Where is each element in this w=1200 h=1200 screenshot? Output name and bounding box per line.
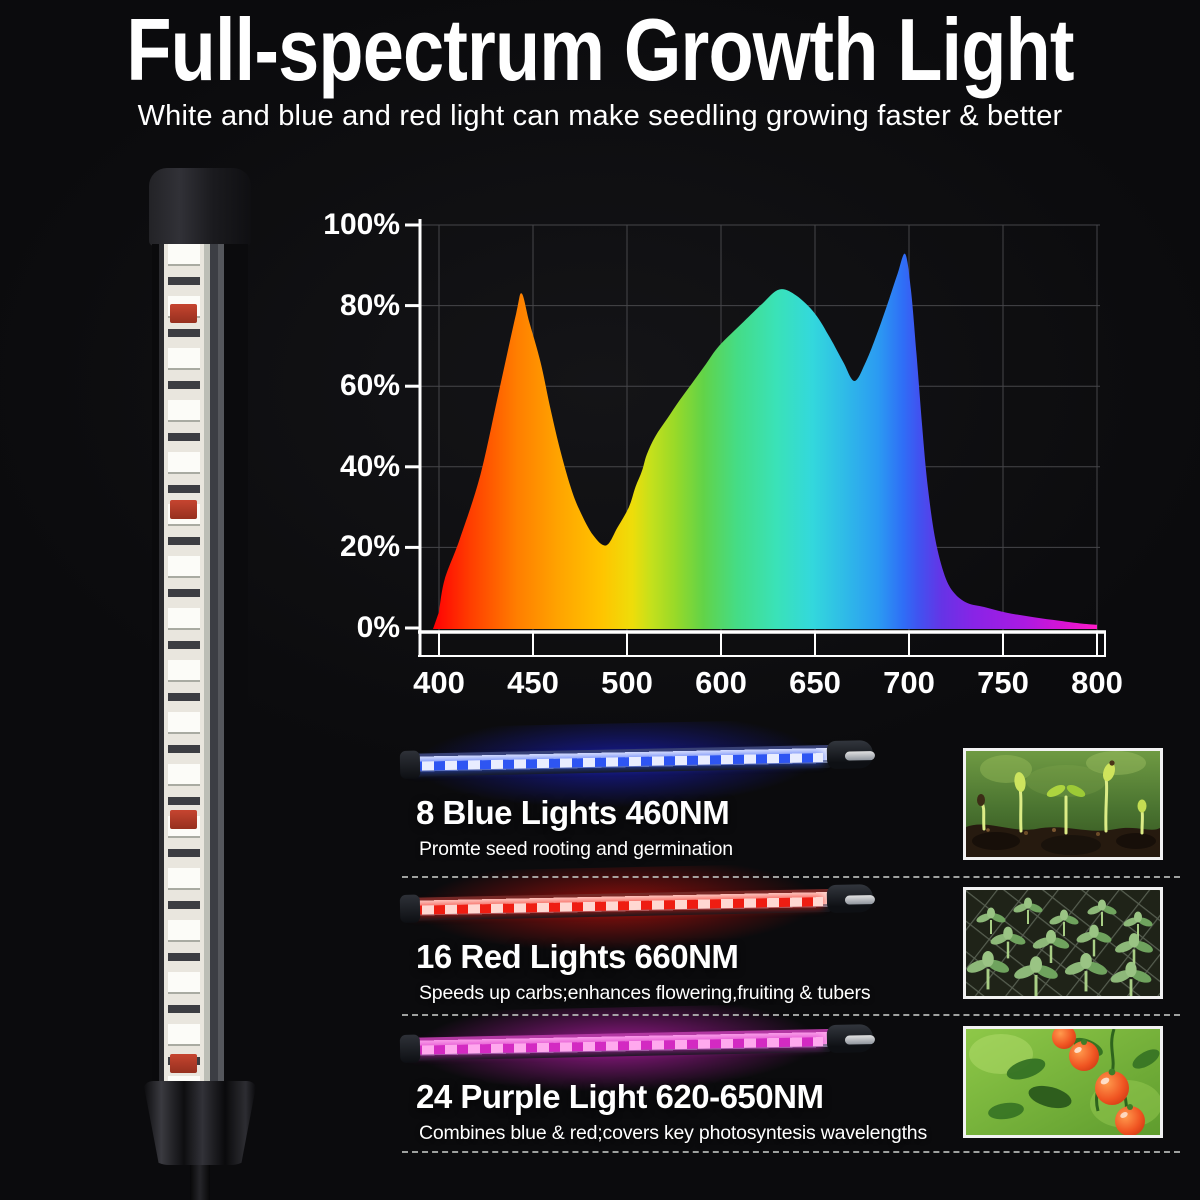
x-tick-label: 650: [789, 665, 841, 700]
tomatoes-illustration: [966, 1029, 1160, 1135]
chart-axes: [405, 219, 1106, 657]
y-tick-label: 100%: [323, 208, 400, 241]
y-tick-label: 60%: [339, 369, 400, 403]
tube-top-cap: [149, 168, 251, 246]
bar-left-cap: [399, 894, 421, 923]
feature-section-blue: 8 Blue Lights 460NM Promte seed rooting …: [0, 717, 1200, 884]
bar-left-cap: [399, 750, 421, 779]
dashed-divider: [402, 1014, 1180, 1016]
y-tick-label: 80%: [339, 288, 400, 322]
spectrum-chart: 100% 80% 60% 40% 20% 0% 400 450 500 600 650 700 750 8…: [300, 195, 1140, 725]
dashed-divider: [402, 876, 1180, 878]
dashed-divider: [402, 1151, 1180, 1153]
blue-light-bar: [367, 717, 911, 884]
red-led-chip: [170, 304, 197, 323]
y-tick-label: 40%: [339, 449, 400, 483]
y-tick-label: 0%: [356, 611, 400, 644]
tube-led-strip: [168, 244, 200, 1084]
cherry-tomatoes-photo: [963, 1026, 1163, 1138]
bar-left-cap: [399, 1034, 421, 1063]
page-title: Full-spectrum Growth Light: [126, 0, 1074, 99]
seedlings-illustration: [966, 751, 1160, 857]
x-tick-label: 800: [1071, 665, 1123, 700]
seedling-tray-illustration: [966, 890, 1160, 996]
seedlings-sprouting-photo: [963, 748, 1163, 860]
section-description: Combines blue & red;covers key photosynt…: [419, 1122, 927, 1144]
y-tick-label: 20%: [339, 530, 400, 564]
section-heading: 24 Purple Light 620-650NM: [416, 1078, 824, 1115]
spectrum-plot: [405, 219, 1106, 657]
bar-mount-tab: [844, 1035, 876, 1045]
section-description: Promte seed rooting and germination: [419, 838, 733, 860]
purple-light-bar: [367, 1001, 911, 1168]
bar-mount-tab: [844, 895, 876, 905]
bar-led-chips: [410, 1037, 824, 1055]
power-cable: [190, 1165, 210, 1200]
feature-section-red: 16 Red Lights 660NM Speeds up carbs;enha…: [0, 861, 1200, 1028]
x-tick-label: 400: [413, 665, 465, 700]
page-subtitle: White and blue and red light can make se…: [137, 100, 1063, 132]
bar-led-chips: [410, 897, 824, 915]
section-heading: 16 Red Lights 660NM: [416, 938, 739, 975]
feature-section-purple: 24 Purple Light 620-650NM Combines blue …: [0, 1001, 1200, 1168]
x-tick-label: 750: [977, 665, 1029, 700]
x-tick-label: 500: [601, 665, 653, 700]
red-led-chip: [170, 500, 197, 519]
section-description: Speeds up carbs;enhances flowering,fruit…: [419, 982, 871, 1004]
tube-body: [152, 244, 248, 1084]
red-light-bar: [367, 861, 911, 1028]
seedling-tray-photo: [963, 887, 1163, 999]
red-led-chip: [170, 810, 197, 829]
bar-mount-tab: [844, 751, 876, 761]
section-heading: 8 Blue Lights 460NM: [416, 794, 730, 831]
spectrum-area: [433, 253, 1097, 630]
x-tick-label: 450: [507, 665, 559, 700]
bar-led-chips: [410, 753, 824, 771]
x-tick-label: 600: [695, 665, 747, 700]
led-tube-product: [142, 168, 258, 1200]
red-led-chip: [170, 1054, 197, 1073]
tube-bottom-cap: [143, 1081, 257, 1165]
x-tick-label: 700: [883, 665, 935, 700]
